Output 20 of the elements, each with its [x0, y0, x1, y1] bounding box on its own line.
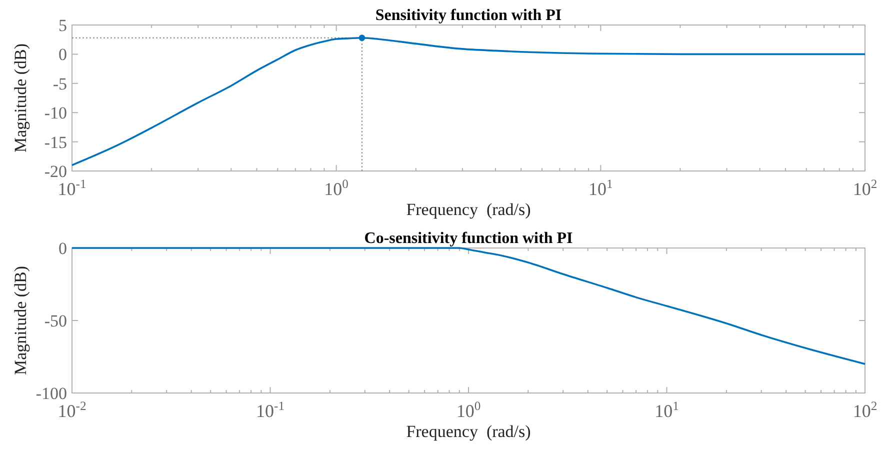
y-axis-title: Magnitude (dB) — [11, 266, 30, 376]
x-tick-label: 10$^{2}$ — [852, 177, 878, 199]
y-tick-label: -5 — [52, 74, 67, 94]
x-tick-label: 10$^{1}$ — [588, 177, 613, 199]
x-tick-label: 10$^{-1}$ — [256, 399, 284, 421]
x-tick-label: 10$^{0}$ — [456, 399, 481, 421]
y-tick-label: -10 — [44, 104, 67, 123]
x-tick-label: 10$^{1}$ — [654, 399, 679, 421]
y-tick-label: 5 — [58, 16, 67, 35]
chart-title: Sensitivity function with PI — [375, 7, 562, 24]
x-tick-label: 10$^{0}$ — [324, 177, 348, 199]
y-tick-label: 0 — [58, 45, 67, 64]
y-tick-label: -15 — [44, 132, 67, 152]
y-axis-title: Magnitude (dB) — [11, 43, 30, 153]
y-tick-label: -50 — [44, 311, 67, 330]
y-tick-label: 0 — [58, 238, 67, 258]
x-tick-label: 10$^{2}$ — [852, 399, 878, 421]
chart-title: Co-sensitivity function with PI — [364, 230, 573, 247]
x-axis-title: Frequency (rad/s) — [406, 200, 531, 219]
x-axis-title: Frequency (rad/s) — [406, 422, 531, 441]
